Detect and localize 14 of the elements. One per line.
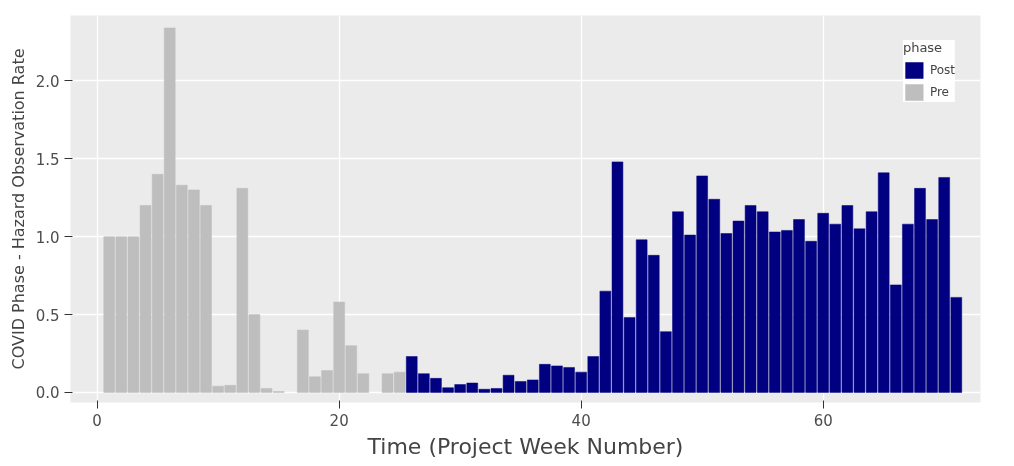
x-tick-label: 40: [571, 411, 591, 430]
legend-label: Pre: [929, 85, 950, 99]
legend-label: Post: [929, 63, 955, 77]
y-axis-title: COVID Phase - Hazard Observation Rate: [8, 48, 28, 370]
y-tick-label: 1.5: [35, 150, 60, 169]
y-tick-label: 2.0: [35, 72, 60, 91]
x-axis-title: Time (Project Week Number): [366, 433, 684, 459]
x-tick-label: 60: [813, 411, 833, 430]
x-tick-label: 0: [92, 411, 102, 430]
y-tick-label: 0.5: [35, 306, 60, 325]
legend-title: phase: [902, 40, 944, 55]
y-tick-label: 0.0: [35, 384, 60, 403]
y-tick-label: 1.0: [35, 228, 60, 247]
x-tick-label: 20: [329, 411, 349, 430]
